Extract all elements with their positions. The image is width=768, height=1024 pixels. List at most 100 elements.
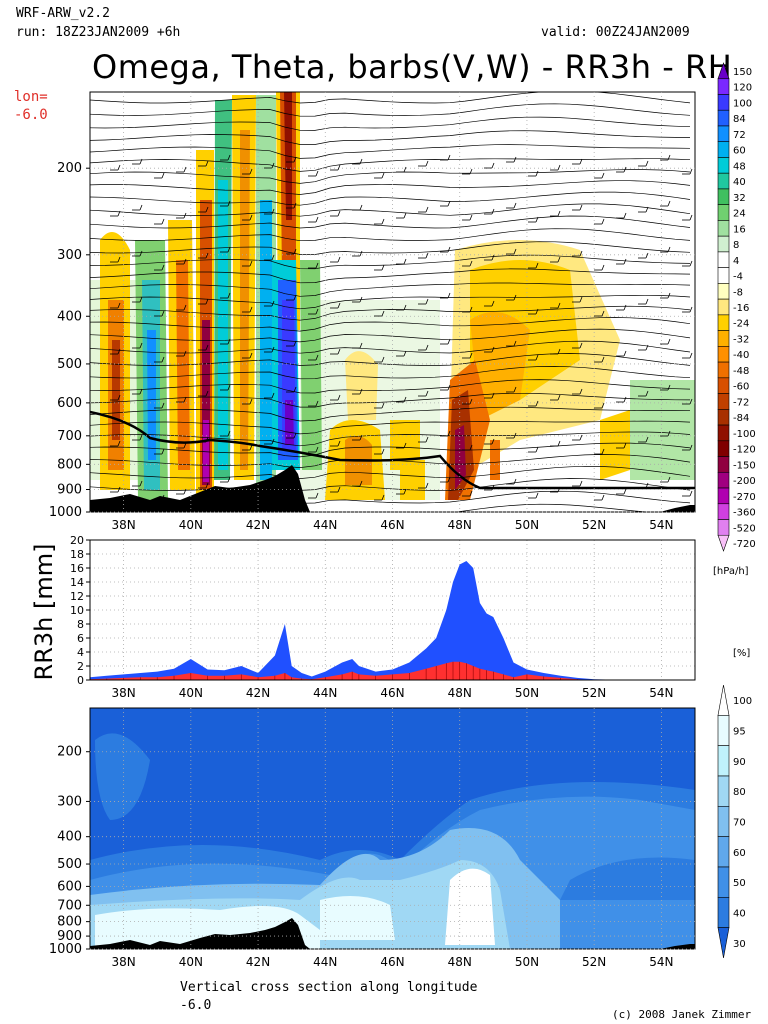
wind-barb bbox=[623, 488, 627, 495]
theta-line bbox=[90, 353, 691, 366]
wind-barb bbox=[645, 252, 649, 259]
wind-barb bbox=[205, 160, 209, 167]
rh-band bbox=[95, 733, 150, 820]
theta-line bbox=[90, 420, 691, 435]
wind-barb bbox=[469, 260, 473, 267]
wind-barb bbox=[337, 394, 341, 401]
wind-barb bbox=[513, 248, 517, 255]
theta-line bbox=[90, 268, 691, 284]
colorbar-label: 100 bbox=[733, 696, 752, 707]
wind-barb bbox=[535, 400, 539, 407]
colorbar-cell bbox=[717, 204, 730, 221]
wind-barb bbox=[293, 478, 297, 485]
rr-lat-tick-label: 46N bbox=[380, 686, 404, 700]
lat-tick-label: 54N bbox=[649, 518, 673, 532]
colorbar-label: -60 bbox=[733, 382, 749, 393]
wind-barb bbox=[557, 256, 561, 263]
wind-barb bbox=[491, 162, 495, 169]
wind-barb bbox=[667, 430, 671, 437]
wind-barb bbox=[381, 448, 385, 455]
colorbar-label: -72 bbox=[733, 397, 749, 408]
theta-line bbox=[90, 340, 691, 354]
wind-barb bbox=[469, 168, 473, 175]
wind-barb bbox=[293, 202, 297, 209]
wind-barb bbox=[337, 210, 341, 217]
wind-barb bbox=[469, 352, 473, 359]
pressure-tick-label: 600 bbox=[57, 879, 82, 894]
wind-barb bbox=[249, 398, 253, 405]
wind-barb bbox=[425, 436, 429, 443]
wind-barb bbox=[205, 252, 209, 259]
rr-tick-label: 12 bbox=[70, 590, 84, 603]
wind-barb bbox=[227, 476, 231, 483]
colorbar-cell bbox=[717, 298, 730, 316]
omega-patch bbox=[112, 340, 120, 440]
wind-barb bbox=[447, 430, 451, 437]
lat-tick-label: 48N bbox=[448, 955, 472, 969]
terrain bbox=[90, 918, 310, 949]
omega-colorbar: 150120100847260484032241684-4-8-16-24-32… bbox=[717, 62, 756, 552]
theta-line bbox=[90, 317, 691, 332]
wind-barb bbox=[667, 476, 671, 483]
wind-barb bbox=[249, 352, 253, 359]
wind-barb bbox=[579, 480, 583, 487]
wind-barb bbox=[425, 344, 429, 351]
colorbar-cell bbox=[717, 251, 730, 268]
pressure-tick-label: 900 bbox=[57, 482, 82, 497]
omega-colorbar-unit: [hPa/h] bbox=[713, 566, 749, 577]
wind-barb bbox=[579, 204, 583, 211]
wind-barb bbox=[249, 168, 253, 175]
colorbar-cell bbox=[717, 775, 730, 807]
pressure-tick-label: 500 bbox=[57, 857, 82, 872]
colorbar-cell bbox=[717, 314, 730, 331]
colorbar-label: -200 bbox=[733, 476, 756, 487]
wind-barb bbox=[645, 344, 649, 351]
wind-barb bbox=[513, 478, 517, 485]
rh-colorbar: 100 95 90 80 70 60 50 40 30 bbox=[717, 684, 752, 959]
wind-barb bbox=[293, 340, 297, 347]
wind-barb bbox=[315, 308, 319, 315]
wind-barb bbox=[689, 398, 693, 405]
wind-barb bbox=[601, 356, 605, 363]
colorbar-cell bbox=[717, 424, 730, 442]
wind-barb bbox=[513, 156, 517, 163]
wind-barb bbox=[667, 246, 671, 253]
wind-barb bbox=[139, 434, 143, 441]
boundary-layer-line bbox=[90, 410, 695, 490]
colorbar-cell bbox=[717, 866, 730, 898]
wind-barb bbox=[205, 436, 209, 443]
colorbar-cell bbox=[717, 330, 730, 347]
theta-line bbox=[90, 203, 691, 217]
wind-barb bbox=[689, 168, 693, 175]
wind-barb bbox=[623, 304, 627, 311]
lat-tick-label: 52N bbox=[582, 955, 606, 969]
wind-barb bbox=[183, 442, 187, 449]
wind-barb bbox=[381, 402, 385, 409]
wind-barb bbox=[403, 258, 407, 265]
wind-barb bbox=[227, 338, 231, 345]
wind-barb bbox=[689, 260, 693, 267]
wind-barb bbox=[469, 490, 473, 497]
wind-barb bbox=[689, 444, 693, 451]
pressure-tick-label: 400 bbox=[57, 830, 82, 845]
wind-barb bbox=[557, 348, 561, 355]
wind-barb bbox=[425, 298, 429, 305]
wind-barb bbox=[249, 260, 253, 267]
rr-lat-tick-label: 50N bbox=[515, 686, 539, 700]
colorbar-label: 48 bbox=[733, 161, 746, 172]
rr-lat-tick-label: 54N bbox=[649, 686, 673, 700]
colorbar-cell bbox=[717, 267, 730, 284]
colorbar-label: 40 bbox=[733, 909, 746, 920]
theta-line bbox=[90, 103, 691, 117]
theta-line bbox=[90, 116, 691, 131]
lat-tick-label: 40N bbox=[179, 518, 203, 532]
lat-tick-label: 40N bbox=[179, 955, 203, 969]
wind-barb bbox=[117, 486, 121, 493]
wind-barb bbox=[447, 476, 451, 483]
wind-barb bbox=[623, 166, 627, 173]
wind-barb bbox=[315, 354, 319, 361]
run-time: run: 18Z23JAN2009 +6h bbox=[16, 25, 181, 40]
